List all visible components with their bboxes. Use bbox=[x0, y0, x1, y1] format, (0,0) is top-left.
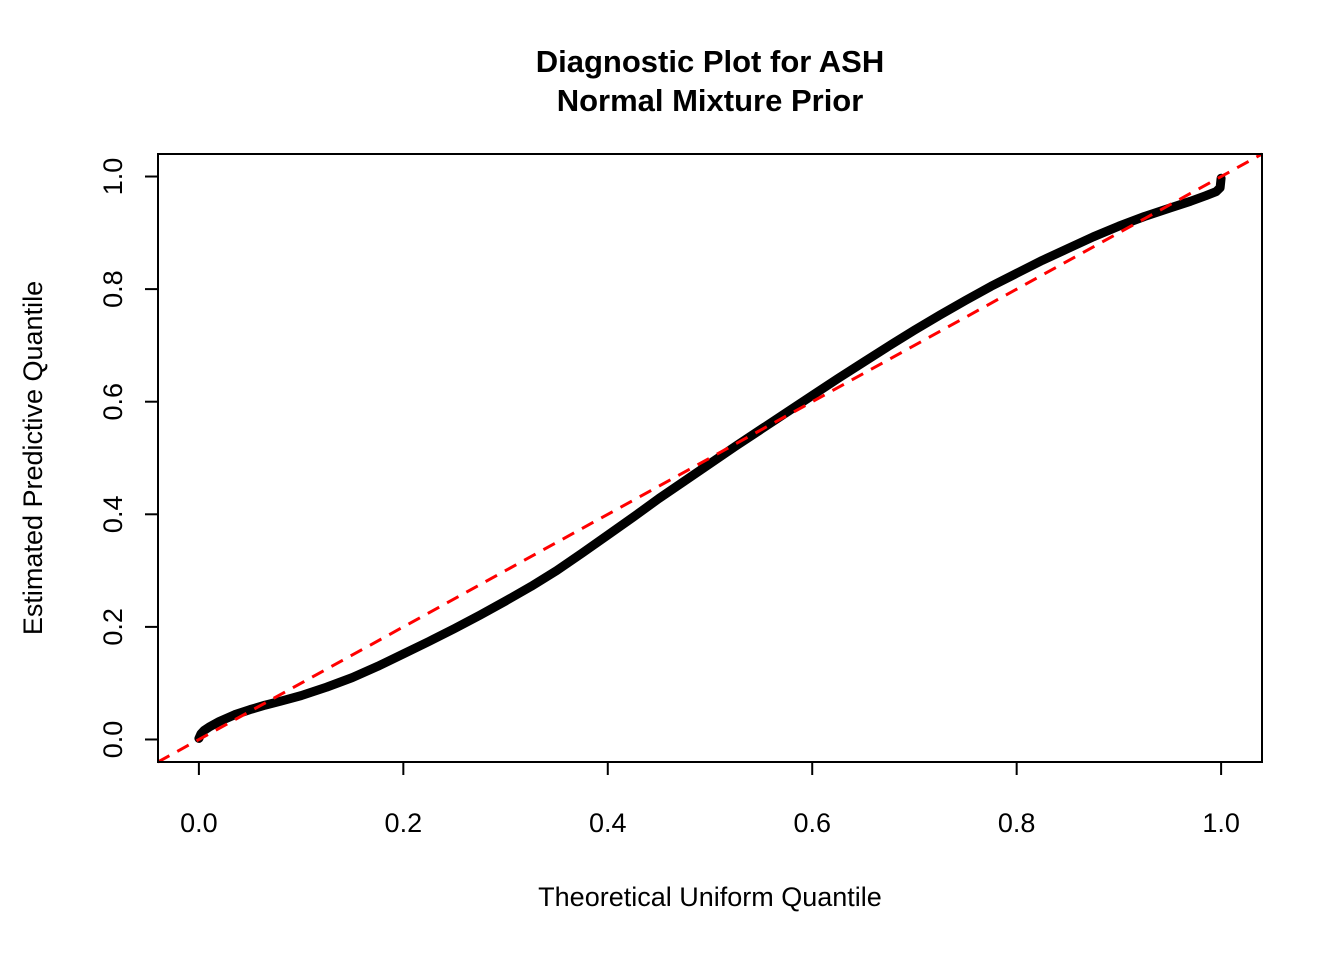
y-tick-label: 0.6 bbox=[98, 383, 128, 421]
chart-title-line-1: Diagnostic Plot for ASH bbox=[536, 44, 884, 79]
chart-title-line-2: Normal Mixture Prior bbox=[557, 83, 864, 118]
x-tick-label: 0.4 bbox=[589, 808, 627, 838]
y-tick-label: 0.0 bbox=[98, 721, 128, 759]
y-tick-label: 0.2 bbox=[98, 608, 128, 646]
y-tick-label: 0.8 bbox=[98, 270, 128, 308]
y-tick-label: 0.4 bbox=[98, 496, 128, 534]
x-tick-label: 0.0 bbox=[180, 808, 218, 838]
y-axis-title: Estimated Predictive Quantile bbox=[18, 281, 48, 635]
y-axis: 0.0 0.2 0.4 0.6 0.8 1.0 bbox=[98, 158, 158, 759]
x-tick-label: 0.2 bbox=[385, 808, 423, 838]
x-tick-label: 1.0 bbox=[1202, 808, 1240, 838]
chart-title: Diagnostic Plot for ASH Normal Mixture P… bbox=[536, 44, 884, 118]
x-tick-label: 0.8 bbox=[998, 808, 1036, 838]
x-tick-label: 0.6 bbox=[793, 808, 831, 838]
x-axis: 0.0 0.2 0.4 0.6 0.8 1.0 bbox=[180, 762, 1240, 838]
diagonal-reference-line bbox=[157, 152, 1263, 764]
plot-box bbox=[157, 153, 1263, 763]
series-layer bbox=[157, 152, 1263, 764]
x-axis-title: Theoretical Uniform Quantile bbox=[538, 882, 882, 912]
y-tick-label: 1.0 bbox=[98, 158, 128, 196]
estimated-vs-theoretical-quantile-curve bbox=[194, 173, 1226, 743]
